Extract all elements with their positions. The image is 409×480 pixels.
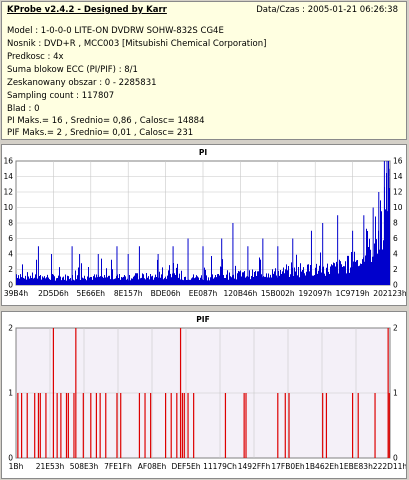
chart-title: PI: [199, 148, 207, 157]
x-tick-label: 222D11h: [373, 462, 406, 471]
x-tick-label: 7FE1Fh: [104, 462, 132, 471]
pi-chart: PI 0 0 2 2 4 4 6 6 8 8 10 10 12 12 14 14 16 16 39B4h 2D5D6h 5…: [3, 148, 406, 298]
x-tick-label: 1EBE83h: [339, 462, 373, 471]
x-tick-label: 11179Ch: [203, 462, 237, 471]
y-tick-label-right: 1: [393, 389, 398, 398]
info-line-media: Nosnik : DVD+R , MCC003 [Mitsubishi Chem…: [7, 39, 267, 49]
y-tick-label-left: 0: [8, 281, 13, 290]
x-tick-label: 8E157h: [114, 289, 143, 298]
info-line-pi-stats: PI Maks.= 16 , Srednio= 0,86 , Calosc= 1…: [7, 116, 205, 126]
x-tick-label: DEF5Eh: [171, 462, 200, 471]
y-tick-label-left: 0: [8, 454, 13, 463]
y-tick-label-right: 2: [393, 265, 398, 274]
x-tick-label: 1492FFh: [238, 462, 271, 471]
y-tick-label-left: 4: [8, 250, 13, 259]
x-tick-label: 39B4h: [4, 289, 28, 298]
y-tick-label-left: 2: [8, 265, 13, 274]
x-tick-label: AF08Eh: [138, 462, 167, 471]
info-line-error: Blad : 0: [7, 104, 40, 114]
x-tick-label: 508E3h: [70, 462, 99, 471]
pi-chart-panel: PI 0 0 2 2 4 4 6 6 8 8 10 10 12 12 14 14 16 16 39B4h 2D5D6h 5…: [1, 144, 407, 306]
info-line-ecc-blocks: Suma blokow ECC (PI/PIF) : 8/1: [7, 65, 138, 75]
y-tick-label-left: 14: [3, 172, 13, 181]
y-tick-label-right: 0: [393, 281, 398, 290]
y-tick-label-left: 10: [3, 203, 13, 212]
x-tick-label: 2D5D6h: [38, 289, 69, 298]
info-line-speed: Predkosc : 4x: [7, 52, 64, 62]
x-tick-label: 120B46h: [224, 289, 258, 298]
x-tick-label: 15B002h: [261, 289, 295, 298]
x-tick-label: EE087h: [189, 289, 218, 298]
y-tick-label-left: 16: [3, 157, 13, 166]
info-line-pif-stats: PIF Maks.= 2 , Srednio= 0,01 , Calosc= 2…: [7, 128, 194, 138]
pif-chart-panel: PIF 0 0 1 1 2 2 1Bh 21E53h 508E3h 7FE1Fh AF08Eh DEF5…: [1, 311, 407, 479]
y-tick-label-right: 12: [393, 188, 403, 197]
info-line-scanned-area: Zeskanowany obszar : 0 - 2285831: [7, 78, 157, 88]
y-tick-label-right: 4: [393, 250, 398, 259]
x-tick-label: BDE06h: [151, 289, 181, 298]
y-tick-label-right: 16: [393, 157, 403, 166]
y-tick-label-left: 12: [3, 188, 13, 197]
y-tick-label-left: 8: [8, 219, 13, 228]
info-line-sampling-count: Sampling count : 117807: [7, 91, 115, 101]
x-tick-label: 192097h: [299, 289, 333, 298]
y-tick-label-right: 10: [393, 203, 403, 212]
x-tick-label: 202123h: [373, 289, 406, 298]
y-tick-label-right: 8: [393, 219, 398, 228]
x-tick-label: 5E66Eh: [77, 289, 106, 298]
scan-datetime: Data/Czas : 2005-01-21 06:26:38: [256, 5, 398, 15]
x-tick-label: 1B462Eh: [305, 462, 339, 471]
x-tick-label: 1C9719h: [336, 289, 370, 298]
y-tick-label-right: 0: [393, 454, 398, 463]
y-tick-label-left: 2: [8, 324, 13, 333]
y-tick-label-right: 6: [393, 234, 398, 243]
y-tick-label-right: 14: [393, 172, 403, 181]
x-tick-label: 21E53h: [36, 462, 65, 471]
pif-chart: PIF 0 0 1 1 2 2 1Bh 21E53h 508E3h 7FE1Fh AF08Eh DEF5…: [8, 315, 406, 471]
x-tick-label: 1Bh: [9, 462, 24, 471]
y-tick-label-left: 6: [8, 234, 13, 243]
info-panel: KProbe v2.4.2 - Designed by Karr Data/Cz…: [1, 1, 407, 140]
x-tick-label: 17FB0Eh: [271, 462, 305, 471]
y-tick-label-left: 1: [8, 389, 13, 398]
app-title: KProbe v2.4.2 - Designed by Karr: [7, 5, 167, 15]
chart-title: PIF: [196, 315, 209, 324]
y-tick-label-right: 2: [393, 324, 398, 333]
info-line-model: Model : 1-0-0-0 LITE-ON DVDRW SOHW-832S …: [7, 26, 224, 36]
